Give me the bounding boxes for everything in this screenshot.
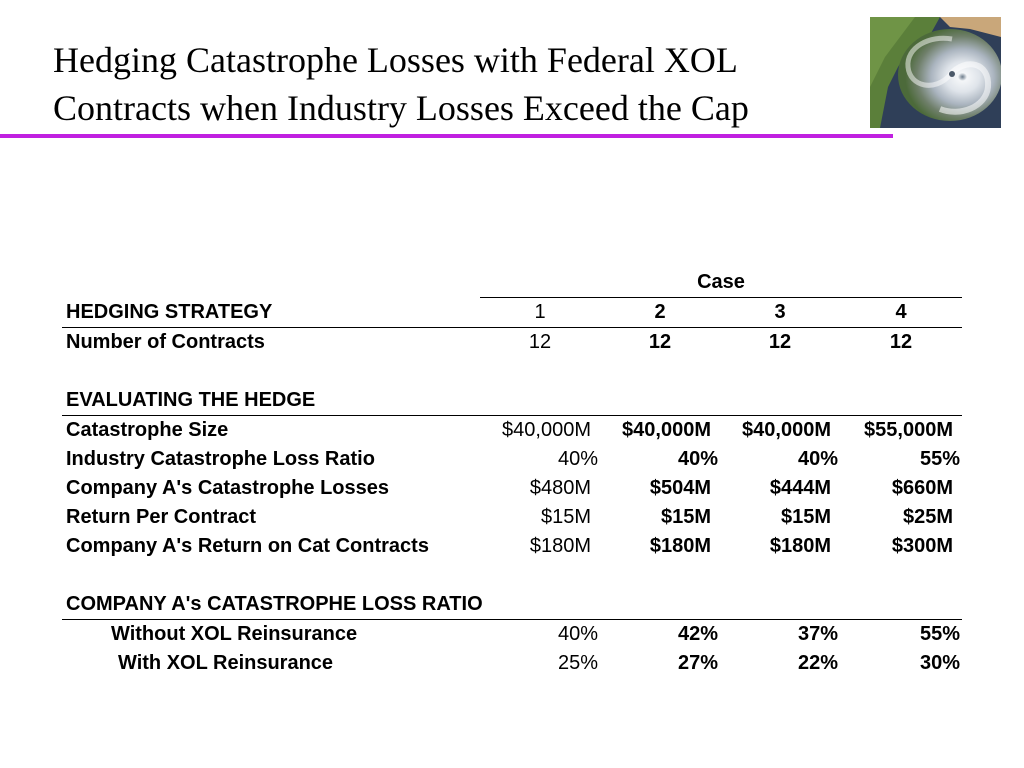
cell-value: $40,000M	[502, 419, 591, 441]
table-row: Company A's Catastrophe Losses $480M $50…	[62, 474, 962, 503]
cell-value: 40%	[557, 623, 598, 645]
table-row: Industry Catastrophe Loss Ratio 40% 40% …	[62, 445, 962, 474]
case-number: 1	[480, 297, 600, 328]
cell-value: $15M	[660, 506, 711, 528]
cell-value: $55,000M	[864, 419, 953, 441]
evaluating-header-row: EVALUATING THE HEDGE	[62, 386, 962, 416]
cell-value: 12	[648, 331, 672, 353]
cell-value: 42%	[677, 623, 718, 645]
number-of-contracts-row: Number of Contracts 12 12 12 12	[62, 328, 962, 358]
cell-value: $504M	[649, 477, 711, 499]
cell-value: 40%	[677, 448, 718, 470]
row-label: Number of Contracts	[66, 331, 265, 353]
cell-value: $180M	[769, 535, 831, 557]
cell-value: $480M	[529, 477, 591, 499]
row-label: Return Per Contract	[66, 506, 257, 528]
slide-title-line-1: Hedging Catastrophe Losses with Federal …	[53, 40, 738, 80]
cell-value: 12	[768, 331, 792, 353]
row-label: Industry Catastrophe Loss Ratio	[66, 448, 375, 470]
cell-value: $660M	[891, 477, 953, 499]
case-number: 3	[720, 297, 840, 328]
cell-value: $15M	[780, 506, 831, 528]
loss-ratio-header-row: COMPANY A's CATASTROPHE LOSS RATIO	[62, 590, 962, 620]
section-heading: EVALUATING THE HEDGE	[62, 386, 480, 416]
cell-value: 40%	[557, 448, 598, 470]
cell-value: $15M	[540, 506, 591, 528]
row-label: Without XOL Reinsurance	[111, 623, 358, 645]
cell-value: 40%	[797, 448, 838, 470]
cell-value: $180M	[649, 535, 711, 557]
cell-value: $40,000M	[742, 419, 831, 441]
table-row: Company A's Return on Cat Contracts $180…	[62, 532, 962, 561]
title-accent-rule	[0, 134, 893, 138]
row-label: Catastrophe Size	[66, 419, 229, 441]
cell-value: $300M	[891, 535, 953, 557]
slide-title: Hedging Catastrophe Losses with Federal …	[53, 36, 853, 132]
cell-value: 27%	[677, 652, 718, 674]
table-row: With XOL Reinsurance 25% 27% 22% 30%	[62, 649, 962, 678]
spacer-row	[62, 357, 962, 386]
cell-value: 37%	[797, 623, 838, 645]
section-heading: COMPANY A's CATASTROPHE LOSS RATIO	[62, 590, 600, 620]
cell-value: 22%	[797, 652, 838, 674]
cell-value: $180M	[529, 535, 591, 557]
cell-value: 25%	[557, 652, 598, 674]
case-header-row: Case	[62, 268, 962, 298]
row-label: Company A's Catastrophe Losses	[66, 477, 389, 499]
strategy-header-row: HEDGING STRATEGY 1 2 3 4	[62, 297, 962, 328]
row-label: With XOL Reinsurance	[118, 652, 334, 674]
case-number: 2	[600, 297, 720, 328]
row-label: Company A's Return on Cat Contracts	[66, 535, 429, 557]
hurricane-satellite-image	[870, 17, 1001, 128]
hedging-table: Case HEDGING STRATEGY 1 2 3 4 Number of …	[62, 268, 962, 678]
cell-value: $40,000M	[622, 419, 711, 441]
spacer-row	[62, 561, 962, 590]
cell-value: 30%	[919, 652, 960, 674]
cell-value: $25M	[902, 506, 953, 528]
cell-value: 55%	[919, 623, 960, 645]
case-number: 4	[840, 297, 962, 328]
cell-value: 55%	[919, 448, 960, 470]
table-row: Return Per Contract $15M $15M $15M $25M	[62, 503, 962, 532]
cell-value: 12	[889, 331, 913, 353]
cell-value: 12	[528, 331, 552, 353]
table-row: Catastrophe Size $40,000M $40,000M $40,0…	[62, 416, 962, 446]
hedging-strategy-label: HEDGING STRATEGY	[62, 297, 480, 328]
table-row: Without XOL Reinsurance 40% 42% 37% 55%	[62, 620, 962, 650]
case-header: Case	[480, 268, 962, 298]
cell-value: $444M	[769, 477, 831, 499]
slide-title-line-2: Contracts when Industry Losses Exceed th…	[53, 88, 749, 128]
